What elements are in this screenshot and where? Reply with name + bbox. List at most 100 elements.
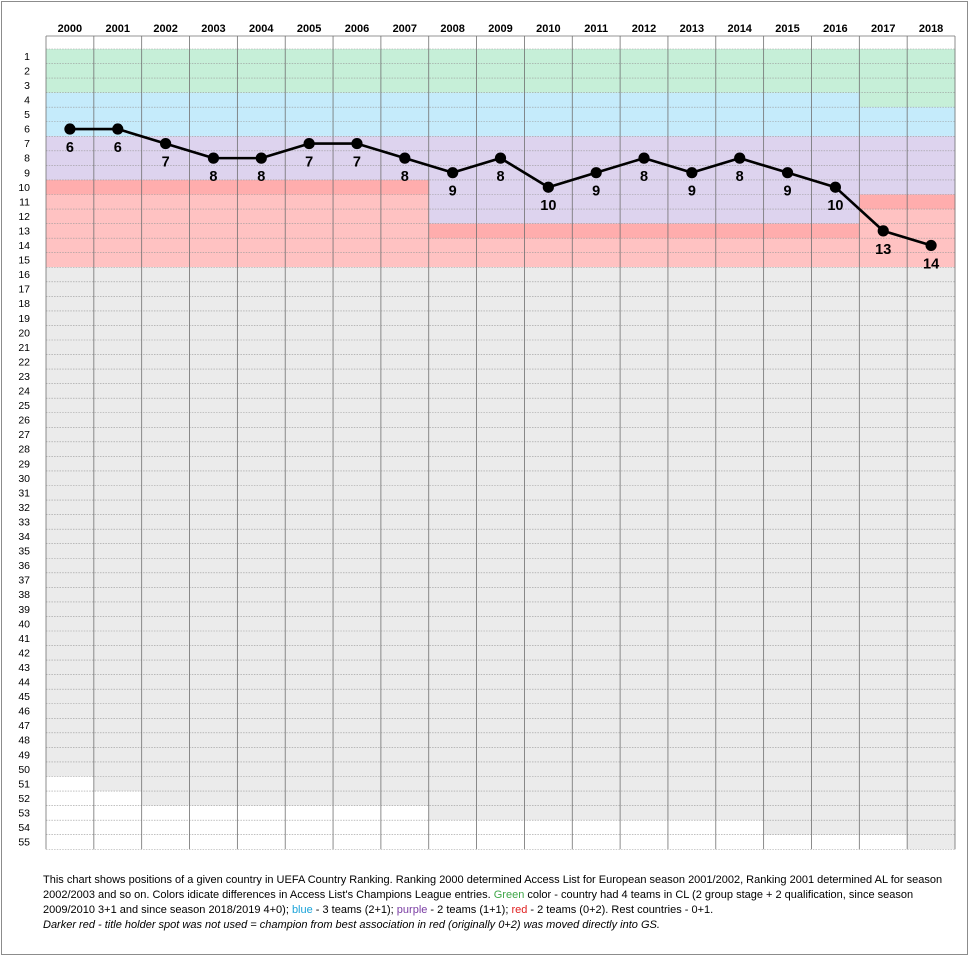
y-tick-label: 10 [18,182,30,194]
y-tick-label: 50 [18,764,30,776]
data-point-2015 [781,167,794,179]
y-tick-label: 49 [18,749,30,761]
band-purple-2000 [46,136,95,180]
band-blue-2018 [907,107,956,137]
y-tick-label: 12 [18,211,30,223]
band-purple-2018 [907,136,956,195]
band-darker-red-2014 [715,223,765,239]
band-blue-2003 [189,92,238,137]
band-blue-2007 [380,92,430,137]
y-tick-label: 33 [18,516,30,528]
band-green-2014 [715,49,765,93]
data-point-2001 [112,123,124,135]
band-green-2011 [572,49,621,93]
band-darker-red-2009 [476,223,525,239]
band-blue-2006 [333,92,382,137]
caption-purple-text: - 2 teams (1+1); [427,904,512,916]
x-tick-label: 2016 [823,23,847,35]
y-tick-label: 48 [18,735,30,747]
y-tick-label: 19 [18,313,30,325]
band-green-2008 [428,49,478,93]
band-darker-red-2004 [237,179,286,195]
band-darker-red-2007 [380,179,430,195]
data-label-2001: 6 [114,140,122,156]
x-tick-label: 2002 [153,23,177,35]
band-green-2007 [380,49,430,93]
data-point-2003 [207,152,220,164]
data-label-2008: 9 [449,184,457,200]
y-tick-label: 51 [18,778,30,790]
band-blue-2016 [811,92,860,137]
data-label-2007: 8 [401,169,409,185]
y-tick-label: 5 [24,109,30,121]
band-rest-2005 [285,267,334,806]
data-label-2004: 8 [257,169,265,185]
band-green-2010 [524,49,573,93]
band-rest-2001 [93,267,143,792]
data-point-2006 [351,137,363,150]
y-tick-label: 13 [18,225,30,237]
band-purple-2011 [572,136,621,224]
data-point-2011 [590,167,602,179]
caption-red-text: - 2 teams (0+2). Rest countries - 0+1. [527,904,714,916]
y-tick-label: 18 [18,298,30,310]
data-label-2018: 14 [923,256,939,272]
band-darker-red-2005 [285,179,334,195]
y-tick-label: 37 [18,575,30,587]
band-green-2016 [811,49,860,93]
band-purple-2008 [428,136,478,224]
y-tick-label: 17 [18,284,30,296]
caption-red-word: red [511,904,528,916]
band-darker-red-2006 [333,179,382,195]
band-green-2013 [667,49,717,93]
band-darker-red-2011 [572,223,621,239]
x-tick-label: 2013 [680,23,704,35]
band-darker-red-2002 [141,179,191,195]
y-tick-label: 15 [18,255,30,267]
y-tick-label: 36 [18,560,30,572]
y-tick-label: 29 [18,458,30,470]
band-green-2001 [93,49,143,93]
y-tick-label: 7 [24,138,30,150]
y-tick-label: 44 [18,677,30,689]
y-tick-label: 2 [24,65,30,77]
y-tick-label: 32 [18,502,30,514]
y-tick-label: 53 [18,807,30,819]
band-green-2015 [763,49,812,93]
band-darker-red-2001 [93,179,143,195]
data-point-2009 [494,152,507,164]
y-tick-label: 31 [18,487,30,499]
band-blue-2010 [524,92,573,137]
x-tick-label: 2017 [871,23,895,35]
y-tick-label: 39 [18,604,30,616]
band-green-2018 [907,49,956,108]
y-tick-label: 55 [18,837,30,849]
band-rest-2011 [572,267,621,821]
band-blue-2012 [620,92,669,137]
y-tick-label: 26 [18,415,30,427]
band-rest-2015 [763,267,812,835]
y-tick-label: 34 [18,531,30,543]
band-green-2005 [285,49,334,93]
band-rest-2002 [141,267,191,806]
x-tick-label: 2005 [297,23,321,35]
data-label-2017: 13 [875,242,891,258]
band-green-2002 [141,49,191,93]
y-tick-label: 16 [18,269,30,281]
data-label-2011: 9 [592,184,600,200]
band-rest-2018 [907,267,956,850]
data-point-2007 [399,152,411,164]
y-tick-label: 1 [24,51,30,63]
y-tick-label: 20 [18,327,30,339]
data-label-2002: 7 [162,155,170,171]
y-tick-label: 40 [18,618,30,630]
caption-green-text: color - country had 4 teams in CL (2 gro… [43,889,914,916]
y-tick-label: 28 [18,444,30,456]
y-tick-label: 9 [24,167,30,179]
x-tick-label: 2009 [488,23,512,35]
band-darker-red-2008 [428,223,478,239]
data-point-2018 [925,239,937,252]
y-tick-label: 30 [18,473,30,485]
data-label-2000: 6 [66,140,74,156]
